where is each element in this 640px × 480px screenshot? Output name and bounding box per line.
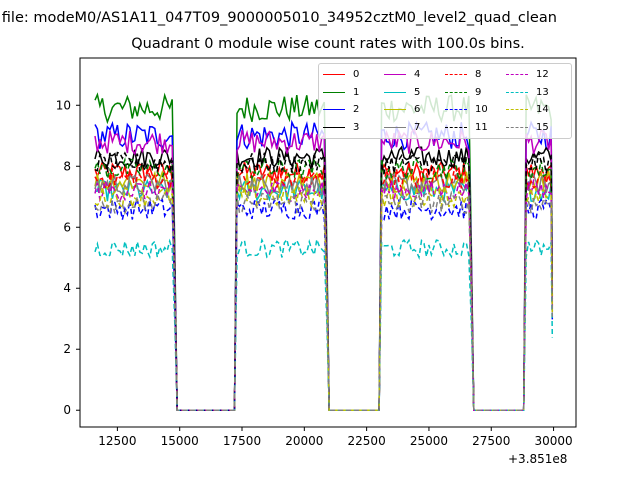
legend-label: 3 (353, 121, 360, 133)
legend-label: 14 (536, 104, 549, 116)
series-line-12 (94, 178, 554, 411)
x-tick-label: 22500 (348, 434, 386, 448)
legend-label: 11 (475, 121, 488, 133)
legend-label: 6 (414, 104, 421, 116)
y-tick-label: 8 (63, 159, 71, 173)
series-layer (94, 92, 554, 411)
x-tick-label: 17500 (223, 434, 261, 448)
y-tick-label: 2 (63, 342, 71, 356)
y-tick-label: 0 (63, 403, 71, 417)
legend-item-14: 14 (506, 101, 567, 119)
y-tick-label: 4 (63, 281, 71, 295)
legend-swatch (384, 126, 406, 128)
y-axis: 0 2 4 6 8 10 (56, 98, 80, 417)
legend-swatch (384, 74, 406, 76)
legend-swatch (506, 91, 528, 93)
x-tick-label: 30000 (534, 434, 572, 448)
legend-swatch (323, 91, 345, 93)
legend-swatch (323, 74, 345, 76)
figure-suptitle: n file: modeM0/AS1A11_047T09_9000005010_… (0, 10, 557, 26)
x-tick-label: 25000 (410, 434, 448, 448)
series-line-2 (94, 119, 554, 411)
axes-frame (79, 57, 577, 428)
legend-item-1: 1 (323, 84, 384, 102)
series-line-8 (94, 166, 554, 411)
legend-label: 15 (536, 121, 549, 133)
x-axis: 12500 15000 17500 20000 22500 25000 27500 30000 (98, 427, 573, 448)
legend-item-5: 5 (384, 84, 445, 102)
legend-swatch (445, 109, 467, 111)
legend-label: 9 (475, 86, 482, 98)
series-line-10 (94, 196, 554, 411)
x-tick-label: 20000 (285, 434, 323, 448)
legend-swatch (506, 109, 528, 111)
legend-swatch (445, 74, 467, 76)
legend-item-8: 8 (445, 66, 506, 84)
legend-label: 10 (475, 104, 488, 116)
legend-label: 4 (414, 69, 421, 81)
legend-swatch (445, 91, 467, 93)
legend-swatch (323, 109, 345, 111)
series-line-5 (94, 177, 554, 411)
legend-item-0: 0 (323, 66, 384, 84)
x-tick-label: 15000 (161, 434, 199, 448)
legend-label: 0 (353, 69, 360, 81)
legend-item-12: 12 (506, 66, 567, 84)
legend-item-4: 4 (384, 66, 445, 84)
series-line-13 (94, 236, 554, 411)
series-line-15 (94, 190, 554, 411)
legend-swatch (445, 126, 467, 128)
legend-swatch (384, 91, 406, 93)
legend-label: 1 (353, 86, 360, 98)
legend-label: 2 (353, 104, 360, 116)
legend-label: 5 (414, 86, 421, 98)
legend-item-3: 3 (323, 119, 384, 137)
x-tick-label: 12500 (98, 434, 136, 448)
legend-item-9: 9 (445, 84, 506, 102)
legend-item-2: 2 (323, 101, 384, 119)
y-tick-label: 6 (63, 220, 71, 234)
x-tick-label: 27500 (472, 434, 510, 448)
legend-label: 12 (536, 69, 549, 81)
legend-label: 7 (414, 121, 421, 133)
legend-item-10: 10 (445, 101, 506, 119)
legend-label: 13 (536, 86, 549, 98)
legend-swatch (506, 126, 528, 128)
legend-item-13: 13 (506, 84, 567, 102)
chart-title: Quadrant 0 module wise count rates with … (131, 36, 525, 52)
legend: 0 1 2 3 4 5 6 7 8 9 10 11 12 13 14 15 (318, 63, 572, 139)
legend-swatch (506, 74, 528, 76)
x-axis-offset-label: +3.851e8 (508, 452, 568, 466)
legend-item-6: 6 (384, 101, 445, 119)
legend-label: 8 (475, 69, 482, 81)
y-tick-label: 10 (56, 98, 71, 112)
legend-item-15: 15 (506, 119, 567, 137)
legend-swatch (384, 109, 406, 111)
legend-item-11: 11 (445, 119, 506, 137)
legend-item-7: 7 (384, 119, 445, 137)
legend-swatch (323, 126, 345, 128)
